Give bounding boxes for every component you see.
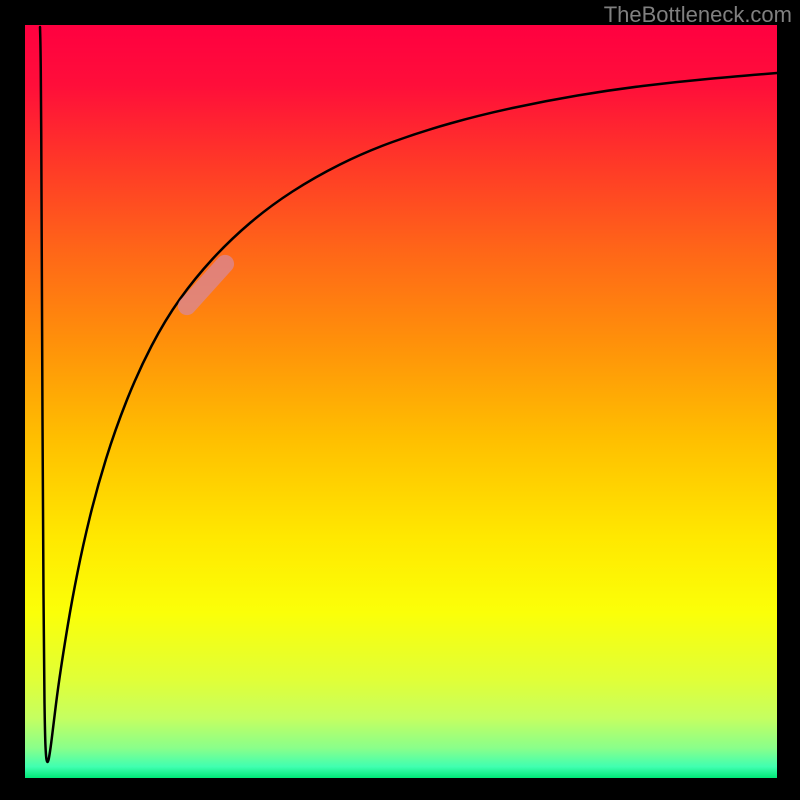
bottleneck-chart <box>0 0 800 800</box>
chart-container: TheBottleneck.com <box>0 0 800 800</box>
